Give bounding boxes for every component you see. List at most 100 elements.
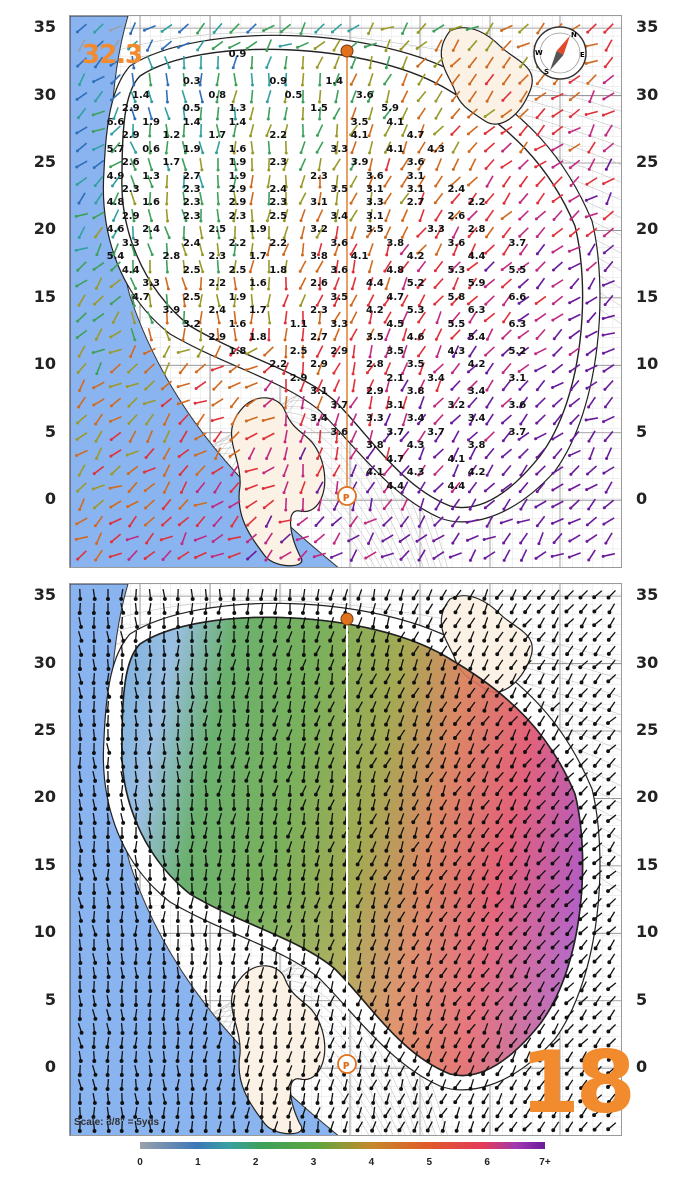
slope-reading: 3.4 — [467, 386, 486, 398]
y-tick-label: 35 — [636, 17, 659, 37]
slope-reading: 1.4 — [325, 76, 344, 88]
slope-reading: 3.6 — [406, 157, 425, 169]
slope-reading: 3.1 — [310, 386, 328, 398]
slope-reading: 4.1 — [350, 251, 369, 263]
legend-tick-label: 6 — [484, 1157, 490, 1168]
slope-reading: 5.9 — [381, 103, 400, 115]
slope-reading: 2.5 — [208, 224, 227, 236]
slope-reading: 2.2 — [228, 237, 247, 249]
slope-reading: 2.3 — [228, 210, 247, 222]
legend-tick-label: 5 — [426, 1157, 433, 1168]
slope-reading: 0.5 — [182, 103, 201, 115]
y-tick-label: 25 — [636, 720, 659, 740]
slope-reading: 4.4 — [121, 264, 140, 276]
slope-reading: 3.9 — [350, 157, 369, 169]
slope-reading: 3.7 — [427, 426, 445, 438]
slope-reading: 4.7 — [132, 291, 150, 303]
slope-reading: 3.7 — [330, 399, 349, 411]
y-tick-label: 20 — [636, 219, 659, 239]
y-tick-label: 35 — [33, 17, 56, 37]
slope-reading: 1.5 — [310, 103, 328, 115]
slope-reading: 3.1 — [366, 183, 384, 195]
slope-reading: 2.2 — [467, 197, 486, 209]
slope-reading: 3.6 — [330, 426, 349, 438]
slope-reading: 3.3 — [366, 197, 384, 209]
slope-reading: 4.3 — [447, 345, 466, 357]
slope-reading: 3.4 — [330, 210, 349, 222]
y-tick-label: 25 — [636, 152, 659, 172]
slope-reading: 1.2 — [162, 130, 181, 142]
slope-reading: 3.6 — [355, 89, 374, 101]
y-tick-label: 20 — [636, 787, 659, 807]
compass-s: S — [544, 68, 549, 76]
slope-legend: 0 1 2 3 4 5 6 7+ — [137, 1142, 551, 1168]
y-tick-label: 0 — [44, 1057, 56, 1077]
slope-reading: 3.5 — [366, 332, 384, 344]
y-tick-label: 5 — [44, 421, 56, 441]
slope-reading: 2.3 — [182, 210, 201, 222]
slope-reading: 3.6 — [447, 237, 466, 249]
slope-arrow-map: ᴘ — [70, 16, 621, 567]
slope-reading: 3.8 — [386, 237, 405, 249]
y-tick-label: 30 — [636, 84, 659, 104]
slope-reading: 3.6 — [330, 237, 349, 249]
tee-marker-icon: ᴘ — [337, 1054, 357, 1074]
slope-reading: 2.9 — [310, 359, 328, 371]
slope-reading: 2.7 — [182, 170, 201, 182]
pin-icon — [340, 612, 354, 626]
slope-reading: 2.9 — [121, 103, 140, 115]
slope-reading: 2.3 — [182, 183, 201, 195]
slope-reading: 2.8 — [366, 359, 384, 371]
legend-tick-label: 1 — [195, 1157, 201, 1168]
slope-reading: 2.7 — [406, 197, 425, 209]
slope-reading: 2.3 — [269, 157, 288, 169]
slope-reading: 3.8 — [310, 251, 328, 263]
slope-reading: 3.5 — [330, 291, 349, 303]
slope-reading: 1.9 — [182, 143, 201, 155]
slope-reading: 6.6 — [106, 116, 125, 128]
slope-reading: 3.2 — [182, 318, 201, 330]
slope-reading: 3.8 — [366, 440, 384, 452]
compass-e: E — [580, 51, 585, 59]
slope-reading: 3.5 — [350, 116, 369, 128]
slope-reading: 3.6 — [330, 264, 349, 276]
slope-reading: 3.6 — [508, 399, 527, 411]
slope-reading: 2.5 — [182, 264, 201, 276]
slope-reading: 6.3 — [508, 318, 527, 330]
slope-reading: 2.6 — [121, 157, 140, 169]
slope-reading: 2.8 — [467, 224, 486, 236]
slope-reading: 4.4 — [386, 480, 405, 492]
slope-reading: 1.7 — [249, 251, 267, 263]
y-tick-label: 15 — [33, 854, 56, 874]
slope-reading: 2.9 — [289, 372, 308, 384]
slope-reading: 3.4 — [406, 413, 425, 425]
slope-reading: 0.9 — [269, 76, 288, 88]
slope-reading: 3.2 — [310, 224, 328, 236]
slope-reading: 2.4 — [182, 237, 201, 249]
slope-reading: 5.4 — [467, 332, 486, 344]
slope-reading: 0.9 — [228, 49, 247, 61]
slope-reading: 5.3 — [406, 305, 425, 317]
slope-reading: 4.7 — [406, 130, 425, 142]
slope-reading: 2.9 — [228, 197, 247, 209]
slope-reading: 2.4 — [269, 183, 288, 195]
slope-reading: 2.6 — [447, 210, 466, 222]
slope-reading: 3.4 — [427, 372, 445, 384]
y-tick-label: 10 — [636, 354, 659, 374]
slope-reading: 4.2 — [366, 305, 384, 317]
slope-reading: 2.9 — [330, 345, 349, 357]
slope-reading: 2.8 — [162, 251, 181, 263]
slope-reading: 2.3 — [121, 183, 140, 195]
slope-reading: 4.7 — [386, 291, 405, 303]
slope-reading: 0.6 — [142, 143, 160, 155]
slope-reading: 3.4 — [467, 413, 486, 425]
slope-reading: 2.3 — [310, 170, 328, 182]
slope-reading: 4.3 — [406, 467, 425, 479]
slope-reading: 2.9 — [208, 332, 227, 344]
slope-reading: 4.3 — [427, 143, 445, 155]
slope-reading: 5.7 — [106, 143, 125, 155]
slope-reading: 0.8 — [208, 89, 227, 101]
slope-reading: 5.4 — [106, 251, 125, 263]
slope-reading: 4.4 — [366, 278, 384, 290]
slope-reading: 1.8 — [269, 264, 288, 276]
